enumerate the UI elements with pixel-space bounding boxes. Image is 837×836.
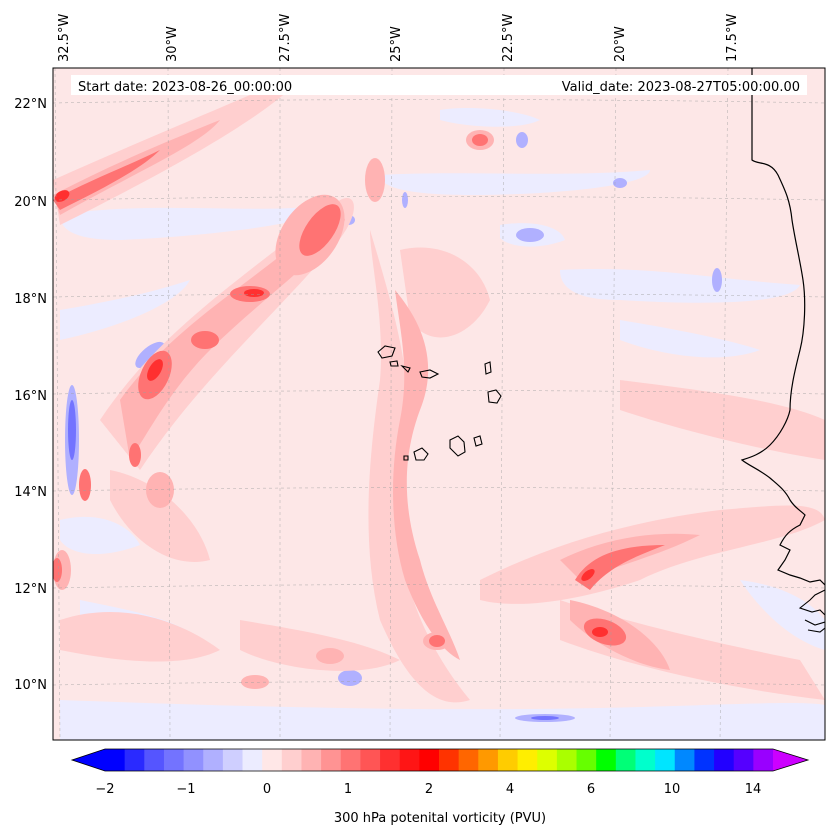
colorbar-label: 300 hPa potenital vorticity (PVU): [334, 811, 546, 826]
cb-tick-8: 10: [664, 782, 681, 797]
deep-blue-pv-cores: [68, 400, 559, 720]
lat-label-1: 22°N: [14, 97, 47, 112]
lat-label-6: 12°N: [14, 582, 47, 597]
colorbar-cell: [733, 749, 754, 771]
colorbar-cell: [380, 749, 401, 771]
lon-label-4: 25°W: [389, 26, 404, 62]
colorbar-cell: [183, 749, 204, 771]
colorbar-cell: [321, 749, 342, 771]
colorbar-cell: [615, 749, 636, 771]
map-frame: [52, 67, 826, 741]
latitude-labels: 22°N 20°N 18°N 16°N 14°N 12°N 10°N: [14, 97, 47, 693]
longitude-labels: 32.5°W 30°W 27.5°W 25°W 22.5°W 20°W 17.5…: [57, 14, 740, 62]
colorbar-cell: [635, 749, 656, 771]
colorbar-cell: [517, 749, 538, 771]
lat-label-5: 14°N: [14, 485, 47, 500]
colorbar-cell: [537, 749, 558, 771]
pv-maxima: [54, 190, 608, 637]
colorbar-cell: [753, 749, 774, 771]
colorbar-cell: [497, 749, 519, 771]
lon-label-2: 30°W: [165, 26, 180, 62]
colorbar-tick-labels: −2 −1 0 1 2 4 6 10 14: [95, 782, 761, 797]
colorbar-cell: [281, 749, 302, 771]
pv-field-map: Start date: 2023-08-26_00:00:00 Valid_da…: [53, 68, 825, 740]
cb-tick-4: 1: [344, 782, 352, 797]
colorbar-cell: [439, 749, 460, 771]
lat-label-2: 20°N: [14, 195, 47, 210]
cb-tick-6: 4: [506, 782, 514, 797]
colorbar-cell: [203, 749, 224, 771]
start-date-label: Start date: 2023-08-26_00:00:00: [78, 80, 292, 95]
cb-tick-3: 0: [263, 782, 271, 797]
lat-label-4: 16°N: [14, 389, 47, 404]
colorbar: −2 −1 0 1 2 4 6 10 14 300 hPa potenital …: [70, 748, 810, 826]
cb-tick-7: 6: [587, 782, 595, 797]
colorbar-cell: [242, 749, 263, 771]
colorbar-cell: [144, 749, 165, 771]
colorbar-cells: [105, 749, 774, 771]
lon-label-7: 17.5°W: [725, 14, 740, 62]
colorbar-cell: [694, 749, 715, 771]
colorbar-cell: [556, 749, 578, 771]
colorbar-cell: [419, 749, 440, 771]
africa-coastline: [740, 68, 825, 586]
lon-label-6: 20°W: [613, 26, 628, 62]
lon-label-1: 32.5°W: [57, 14, 72, 62]
colorbar-cell: [124, 749, 145, 771]
colorbar-cell: [655, 749, 676, 771]
colorbar-cell: [163, 749, 185, 771]
lat-label-3: 18°N: [14, 292, 47, 307]
colorbar-over-arrow: [773, 749, 808, 771]
colorbar-cell: [478, 749, 499, 771]
negative-pv-patches: [60, 108, 825, 740]
colorbar-cell: [340, 749, 361, 771]
colorbar-cell: [360, 749, 381, 771]
colorbar-cell: [674, 749, 695, 771]
colorbar-cell: [714, 749, 735, 771]
cape-verde-islands: [377, 345, 502, 461]
colorbar-cell: [301, 749, 322, 771]
cb-tick-5: 2: [425, 782, 433, 797]
coastline-south: [798, 589, 825, 633]
colorbar-cell: [399, 749, 420, 771]
valid-date-label: Valid_date: 2023-08-27T05:00:00.00: [562, 80, 800, 95]
lon-label-5: 22.5°W: [501, 14, 516, 62]
cb-tick-2: −1: [176, 782, 195, 797]
colorbar-cell: [596, 749, 617, 771]
colorbar-cell: [262, 749, 283, 771]
colorbar-under-arrow: [72, 749, 105, 771]
colorbar-cell: [458, 749, 479, 771]
graticule: [53, 68, 825, 740]
cb-tick-9: 14: [745, 782, 762, 797]
colorbar-cell: [222, 749, 244, 771]
cb-tick-1: −2: [95, 782, 114, 797]
colorbar-cell: [105, 749, 126, 771]
colorbar-outline: [70, 748, 810, 772]
lat-label-7: 10°N: [14, 678, 47, 693]
info-strip: [71, 75, 807, 95]
colorbar-cell: [576, 749, 597, 771]
lon-label-3: 27.5°W: [278, 14, 293, 62]
